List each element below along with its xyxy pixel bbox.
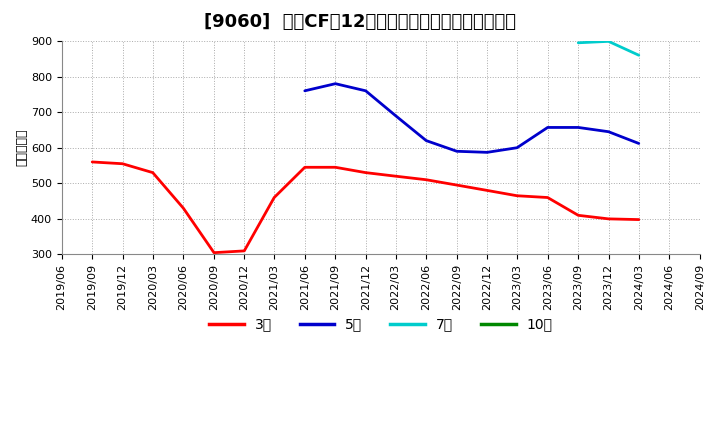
Legend: 3年, 5年, 7年, 10年: 3年, 5年, 7年, 10年 <box>203 312 559 337</box>
Y-axis label: （百万円）: （百万円） <box>15 129 28 166</box>
Text: [9060]  投資CFの12か月移動合計の標準偏差の推移: [9060] 投資CFの12か月移動合計の標準偏差の推移 <box>204 13 516 31</box>
